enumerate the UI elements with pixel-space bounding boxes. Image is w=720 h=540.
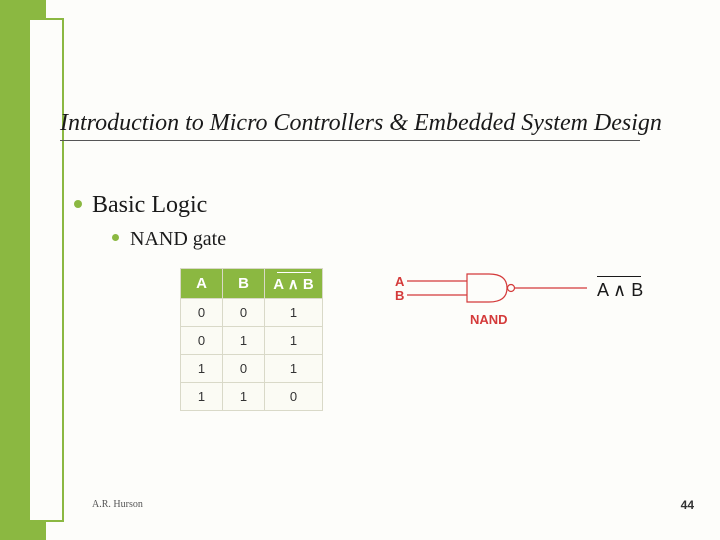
bullet-dot-2 — [112, 234, 119, 241]
bullet-dot-1 — [74, 200, 82, 208]
nand-gate-diagram: A B NAND A ∧ B — [395, 270, 695, 340]
footer-author: A.R. Hurson — [92, 499, 143, 510]
page-number: 44 — [681, 498, 694, 512]
table-row: 0 1 1 — [181, 327, 323, 355]
nand-truth-table: A B A ∧ B 0 0 1 0 1 1 1 0 1 1 1 0 — [180, 268, 323, 411]
gate-name-label: NAND — [470, 312, 508, 327]
gate-input-b-label: B — [395, 288, 404, 303]
bullet-main: Basic Logic — [92, 192, 207, 219]
table-row: 1 0 1 — [181, 355, 323, 383]
th-out: A ∧ B — [265, 269, 323, 299]
gate-output-label: A ∧ B — [597, 280, 643, 301]
page-title: Introduction to Micro Controllers & Embe… — [60, 110, 662, 137]
output-overline — [597, 276, 641, 277]
bullet-sub: NAND gate — [130, 228, 226, 251]
th-a: A — [181, 269, 223, 299]
nand-gate-icon — [407, 270, 587, 314]
left-accent-frame — [28, 18, 64, 522]
table-row: 0 0 1 — [181, 299, 323, 327]
th-b: B — [223, 269, 265, 299]
gate-input-a-label: A — [395, 274, 404, 289]
table-row: 1 1 0 — [181, 383, 323, 411]
